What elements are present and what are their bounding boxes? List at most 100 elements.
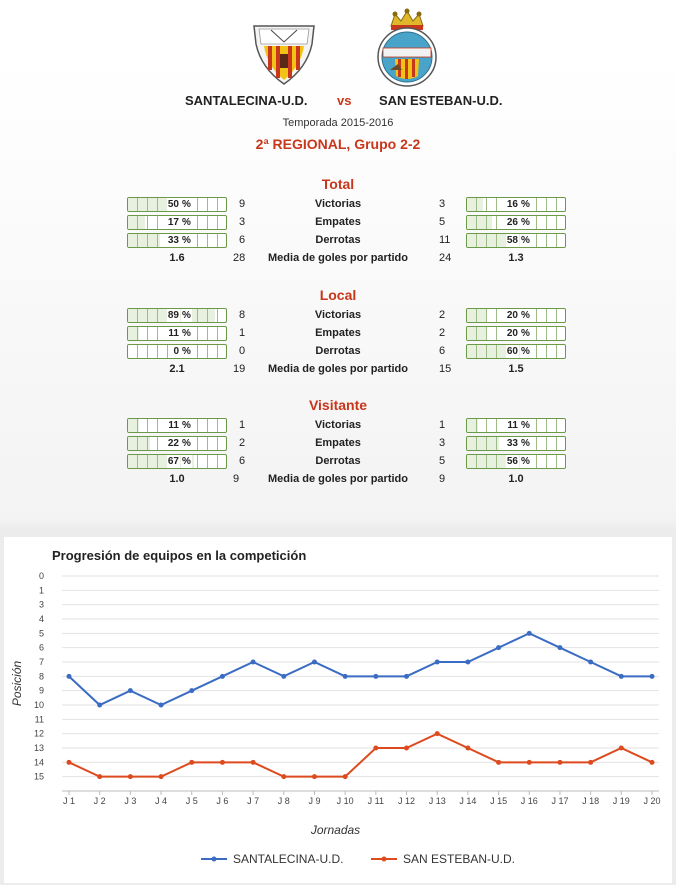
away-percent-bar: 33% — [466, 436, 566, 451]
away-count: 5 — [439, 455, 446, 467]
percent-value: 56 — [505, 455, 519, 468]
away-percent-bar: 20% — [466, 308, 566, 323]
season-label: Temporada 2015-2016 — [282, 117, 394, 129]
stat-label: Empates — [315, 327, 361, 339]
away-goals: 9 — [439, 473, 446, 485]
legend-marker — [381, 856, 387, 862]
stat-label: Empates — [315, 437, 361, 449]
data-point — [342, 673, 348, 679]
data-point — [588, 659, 594, 665]
percent-value: 17 — [166, 216, 180, 229]
y-tick-label: 5 — [39, 628, 44, 638]
data-point — [465, 745, 471, 751]
x-axis-title: Jornadas — [310, 823, 360, 837]
y-tick-label: 7 — [39, 657, 44, 667]
data-point — [281, 673, 287, 679]
section-title: Total — [321, 176, 355, 192]
y-tick-label: 12 — [34, 729, 44, 739]
x-tick-label: J 3 — [124, 796, 136, 806]
percent-sign: % — [181, 345, 192, 358]
percent-value: 58 — [505, 234, 519, 247]
y-tick-label: 11 — [35, 714, 44, 724]
data-point — [97, 702, 103, 708]
y-tick-label: 3 — [39, 600, 44, 610]
y-tick-label: 10 — [34, 700, 44, 710]
data-point — [465, 659, 471, 665]
percent-sign: % — [181, 327, 192, 340]
data-point — [434, 659, 440, 665]
percent-value: 20 — [505, 327, 519, 340]
home-count: 1 — [239, 327, 246, 339]
data-point — [557, 645, 563, 651]
percent-value: 50 — [166, 198, 180, 211]
home-team-crest-icon — [253, 25, 315, 85]
home-count: 1 — [239, 419, 246, 431]
x-tick-label: J 12 — [398, 796, 415, 806]
stat-row: 11% 1 Victorias 1 11% — [0, 418, 676, 434]
y-tick-label: 9 — [39, 686, 44, 696]
legend-label: SAN ESTEBAN-U.D. — [403, 852, 515, 866]
stat-label: Derrotas — [315, 455, 361, 467]
data-point — [281, 774, 287, 780]
series-line — [68, 732, 653, 778]
data-point — [311, 659, 317, 665]
y-tick-label: 15 — [34, 772, 44, 782]
away-count: 3 — [439, 198, 446, 210]
x-tick-label: J 20 — [643, 796, 660, 806]
percent-sign: % — [181, 419, 192, 432]
data-point — [66, 673, 72, 679]
percent-value: 33 — [505, 437, 519, 450]
home-percent-bar: 22% — [127, 436, 227, 451]
data-point — [526, 630, 532, 636]
home-percent-bar: 11% — [127, 326, 227, 341]
goals-label: Media de goles por partido — [268, 363, 408, 375]
y-tick-label: 6 — [39, 643, 44, 653]
home-count: 2 — [239, 437, 246, 449]
stat-label: Victorias — [314, 309, 362, 321]
data-point — [158, 702, 164, 708]
home-count: 9 — [239, 198, 246, 210]
series-line — [68, 632, 652, 707]
away-count: 2 — [439, 309, 446, 321]
stat-row: 33% 6 Derrotas 11 58% — [0, 233, 676, 249]
percent-value: 16 — [505, 198, 519, 211]
x-tick-label: J 16 — [521, 796, 538, 806]
stat-row: 17% 3 Empates 5 26% — [0, 215, 676, 231]
home-goal-average: 1.6 — [169, 252, 185, 264]
home-goals: 19 — [233, 363, 246, 375]
away-count: 2 — [439, 327, 446, 339]
goals-row: 2.1 19 Media de goles por partido 15 1.5 — [0, 362, 676, 378]
progression-chart: Progresión de equipos en la competición 0… — [10, 548, 661, 866]
percent-sign: % — [520, 327, 531, 340]
percent-sign: % — [181, 455, 192, 468]
data-point — [526, 759, 532, 765]
stat-row: 67% 6 Derrotas 5 56% — [0, 454, 676, 470]
data-point — [434, 731, 440, 737]
away-percent-bar: 58% — [466, 233, 566, 248]
data-point — [373, 745, 379, 751]
x-tick-label: J 18 — [582, 796, 599, 806]
vs-label: vs — [337, 93, 352, 108]
home-count: 8 — [239, 309, 246, 321]
percent-value: 20 — [505, 309, 519, 322]
data-point — [404, 745, 410, 751]
percent-sign: % — [181, 437, 192, 450]
away-goals: 24 — [439, 252, 452, 264]
percent-value: 26 — [505, 216, 519, 229]
x-tick-label: J 13 — [429, 796, 446, 806]
data-point — [557, 759, 563, 765]
away-percent-bar: 60% — [466, 344, 566, 359]
home-percent-bar: 17% — [127, 215, 227, 230]
percent-value: 0 — [172, 345, 180, 358]
y-axis-title: Posición — [10, 660, 24, 706]
x-tick-label: J 1 — [63, 796, 75, 806]
y-tick-label: 8 — [39, 671, 44, 681]
stat-row: 22% 2 Empates 3 33% — [0, 436, 676, 452]
x-tick-label: J 14 — [459, 796, 476, 806]
y-tick-label: 0 — [39, 571, 44, 581]
away-percent-bar: 16% — [466, 197, 566, 212]
x-tick-label: J 15 — [490, 796, 507, 806]
data-point — [189, 688, 195, 694]
x-tick-label: J 11 — [368, 796, 384, 806]
data-point — [219, 759, 225, 765]
